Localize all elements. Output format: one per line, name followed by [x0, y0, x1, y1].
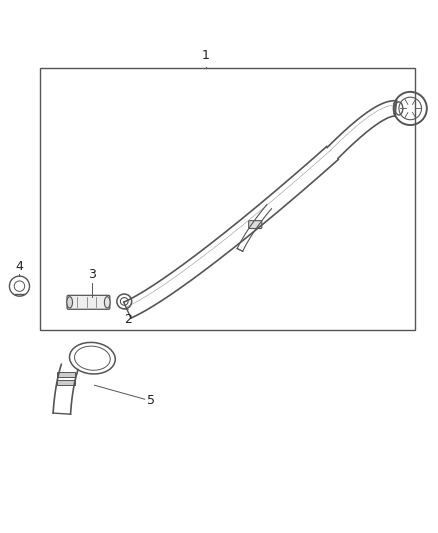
- Text: 5: 5: [147, 394, 155, 407]
- Bar: [40, 68, 416, 330]
- FancyBboxPatch shape: [67, 295, 110, 309]
- Text: 2: 2: [124, 313, 132, 326]
- Text: 1: 1: [202, 49, 210, 62]
- Text: 4: 4: [15, 260, 23, 273]
- Text: 3: 3: [88, 268, 96, 281]
- Ellipse shape: [104, 297, 110, 308]
- Bar: [57, 381, 75, 385]
- Bar: [57, 372, 75, 376]
- FancyBboxPatch shape: [249, 221, 262, 229]
- Ellipse shape: [67, 297, 73, 308]
